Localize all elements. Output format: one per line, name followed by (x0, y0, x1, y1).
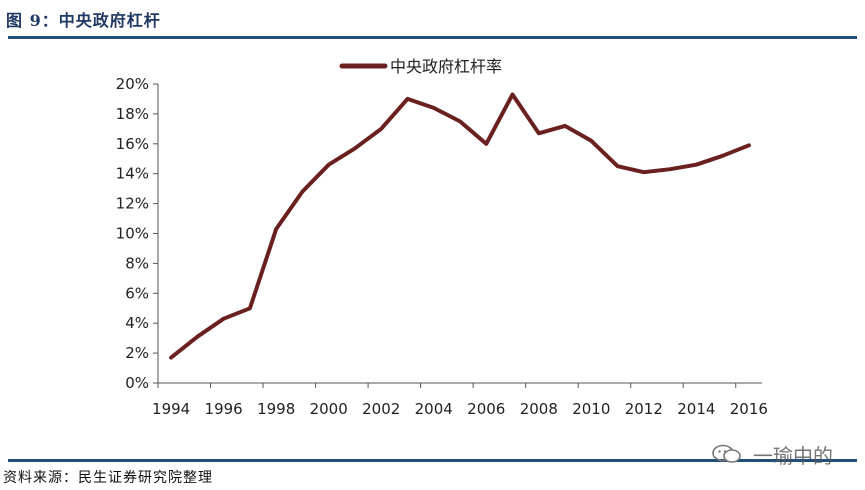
line-chart: 0%2%4%6%8%10%12%14%16%18%20% 1994 1996 199… (116, 57, 768, 418)
x-tick-label: 1998 (257, 400, 295, 418)
x-tick-label: 2002 (362, 400, 400, 418)
x-tick-label: 2012 (625, 400, 663, 418)
legend-label: 中央政府杠杆率 (390, 57, 502, 76)
x-tick-label: 2006 (467, 400, 505, 418)
y-tick-label: 10% (116, 225, 149, 243)
source-note: 资料来源：民生证券研究院整理 (3, 470, 213, 486)
figure-title: 图 9：中央政府杠杆 (6, 11, 161, 30)
y-tick-label: 0% (125, 374, 149, 392)
y-tick-label: 8% (125, 254, 149, 272)
x-tick-labels: 1994 1996 1998 2000 2002 2004 2006 2008 2010 2012… (152, 400, 768, 418)
y-tick-label: 20% (116, 75, 149, 93)
y-tick-label: 16% (116, 135, 149, 153)
series-line (169, 92, 751, 360)
x-tick-label: 2016 (730, 400, 768, 418)
legend: 中央政府杠杆率 (339, 57, 502, 76)
x-tick-label: 1996 (205, 400, 243, 418)
bottom-rule (8, 459, 857, 462)
y-tick-label: 4% (125, 314, 149, 332)
x-tick-label: 2004 (415, 400, 453, 418)
axes (153, 83, 762, 388)
x-tick-label: 1994 (152, 400, 190, 418)
y-tick-label: 6% (125, 284, 149, 302)
x-tick-label: 2000 (310, 400, 348, 418)
x-tick-label: 2014 (677, 400, 715, 418)
y-tick-label: 12% (116, 195, 149, 213)
y-tick-label: 2% (125, 344, 149, 362)
y-tick-label: 14% (116, 165, 149, 183)
y-tick-labels: 0% 2% 4% 6% 8% 10% 12% 14% 16% 18% 20% (116, 75, 149, 392)
x-tick-label: 2010 (572, 400, 610, 418)
watermark: 一瑜中的 (711, 440, 851, 468)
wechat-icon (712, 444, 741, 463)
y-tick-label: 18% (116, 105, 149, 123)
series-lines (169, 92, 751, 360)
top-rule (8, 36, 857, 39)
x-tick-label: 2008 (520, 400, 558, 418)
watermark-text: 一瑜中的 (753, 444, 833, 468)
